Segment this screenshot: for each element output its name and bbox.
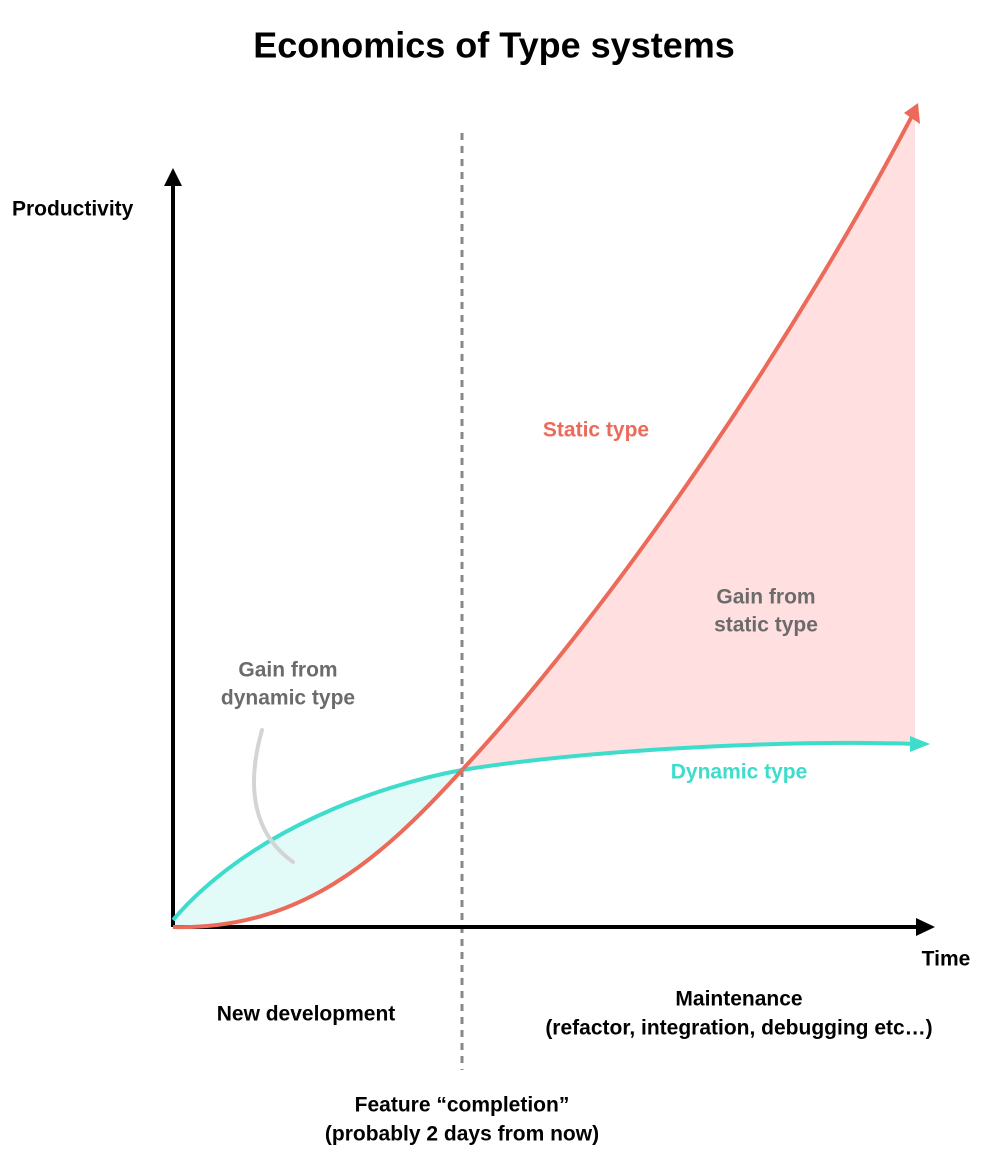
dynamic-label: Dynamic type xyxy=(671,761,808,784)
phase-label: New development xyxy=(217,1003,396,1026)
static-label: Static type xyxy=(543,419,649,442)
dynamic-gain-area xyxy=(173,770,462,928)
dynamic-arrow xyxy=(910,736,930,752)
static-curve xyxy=(172,113,915,930)
phase-label: Maintenance xyxy=(675,988,802,1011)
milestone-label: Feature “completion” xyxy=(355,1094,570,1117)
static-arrow xyxy=(904,103,920,124)
phase-label: (refactor, integration, debugging etc…) xyxy=(545,1017,932,1040)
title: Economics of Type systems xyxy=(253,25,735,66)
dynamic-curve xyxy=(171,741,916,922)
y-axis-label: Productivity xyxy=(12,198,134,221)
static-gain-label: Gain from xyxy=(716,586,815,609)
dynamic-gain-label: Gain from xyxy=(238,659,337,682)
x-axis-label: Time xyxy=(922,948,971,971)
annotation-pointer xyxy=(252,728,295,864)
x-axis-arrow xyxy=(916,918,935,936)
static-gain-label: static type xyxy=(714,614,818,637)
y-axis-arrow xyxy=(164,168,182,186)
dynamic-gain-label: dynamic type xyxy=(221,687,355,710)
static-gain-area xyxy=(462,110,915,770)
milestone-label: (probably 2 days from now) xyxy=(325,1123,599,1146)
